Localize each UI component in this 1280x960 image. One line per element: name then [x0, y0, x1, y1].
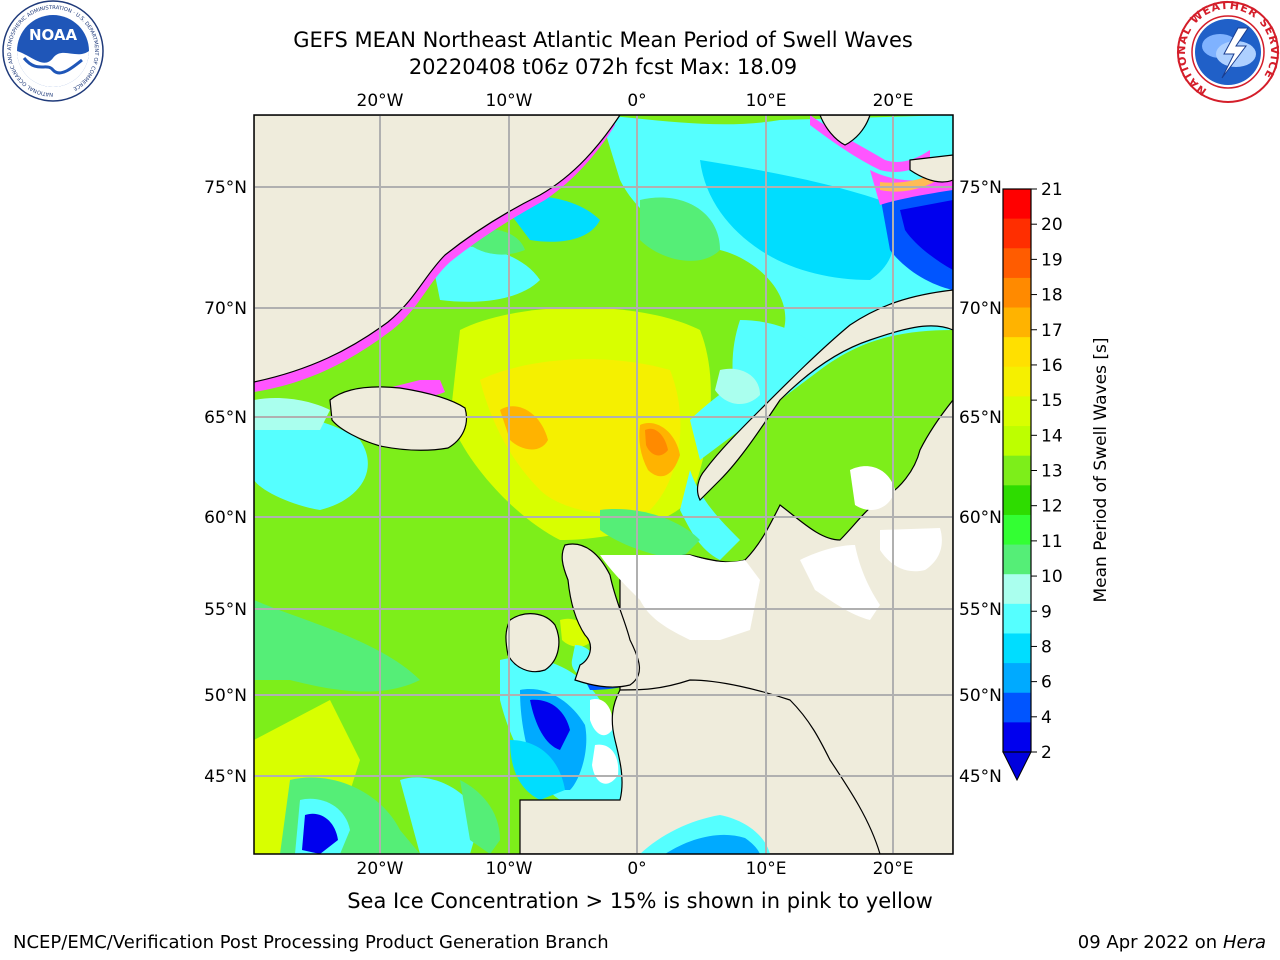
nws-logo: NATIONAL WEATHER SERVICE — [1176, 0, 1280, 103]
colorbar-tick-label: 6 — [1041, 673, 1052, 693]
colorbar: 21 20 19 18 17 16 15 14 13 12 11 10 9 8 6 4 2 Mean Perio… — [1002, 180, 1111, 782]
colorbar-block — [1003, 574, 1031, 605]
lat-labels-right: 75°N 70°N 65°N 60°N 55°N 50°N 45°N — [959, 178, 1002, 787]
lat-labels-left: 75°N 70°N 65°N 60°N 55°N 50°N 45°N — [204, 178, 247, 787]
lon-labels-top: 20°W 10°W 0° 10°E 20°E — [357, 91, 914, 111]
colorbar-block — [1003, 218, 1031, 249]
lon-label: 20°W — [357, 859, 404, 879]
colorbar-blocks — [1003, 189, 1031, 753]
lat-label: 60°N — [959, 508, 1002, 528]
colorbar-tick-label: 17 — [1041, 321, 1063, 341]
colorbar-block — [1003, 396, 1031, 427]
lat-label: 75°N — [959, 178, 1002, 198]
colorbar-block — [1003, 248, 1031, 279]
greenland — [254, 115, 621, 383]
lon-label: 10°E — [746, 859, 787, 879]
lat-label: 55°N — [959, 600, 1002, 620]
lon-label: 0° — [627, 91, 646, 111]
footer-date: 09 Apr 2022 on Hera — [1078, 932, 1266, 953]
footer-machine: Hera — [1222, 932, 1266, 953]
colorbar-under-triangle — [1002, 751, 1032, 782]
colorbar-block — [1003, 544, 1031, 575]
colorbar-tick-label: 13 — [1041, 462, 1063, 482]
colorbar-block — [1003, 514, 1031, 546]
map-panel — [254, 115, 953, 854]
colorbar-block — [1003, 426, 1031, 457]
great-britain — [561, 543, 640, 688]
colorbar-block — [1003, 663, 1031, 694]
lon-label: 10°W — [486, 91, 533, 111]
graticule — [254, 115, 953, 854]
france-iberia — [519, 679, 881, 854]
colorbar-tick-label: 18 — [1041, 286, 1063, 306]
lat-label: 45°N — [204, 767, 247, 787]
svalbard — [819, 115, 871, 146]
lat-label: 55°N — [204, 600, 247, 620]
colorbar-block — [1003, 692, 1031, 723]
colorbar-tick-label: 14 — [1041, 426, 1063, 446]
british-isles — [505, 543, 640, 688]
colorbar-tick-label: 4 — [1041, 708, 1052, 728]
ireland — [505, 613, 560, 673]
lat-label: 50°N — [204, 686, 247, 706]
colorbar-tick-label: 19 — [1041, 250, 1063, 270]
lon-label: 20°E — [873, 859, 914, 879]
lat-label: 65°N — [204, 408, 247, 428]
noaa-logo: NOAA NATIONAL OCEANIC AND ATMOSPHERIC AD… — [2, 0, 104, 102]
noaa-logo-text: NOAA — [29, 26, 78, 44]
colorbar-block — [1003, 603, 1031, 634]
colorbar-label: Mean Period of Swell Waves [s] — [1091, 338, 1111, 603]
colorbar-tick-label: 9 — [1041, 602, 1052, 622]
lon-labels-bottom: 20°W 10°W 0° 10°E 20°E — [357, 859, 914, 879]
colorbar-tick-label: 16 — [1041, 356, 1063, 376]
colorbar-tick-label: 20 — [1041, 215, 1063, 235]
colorbar-block — [1003, 277, 1031, 309]
colorbar-ticks: 21 20 19 18 17 16 15 14 13 12 11 10 9 8 6 4 2 — [1031, 180, 1063, 763]
colorbar-tick-label: 15 — [1041, 391, 1063, 411]
lon-label: 10°E — [746, 91, 787, 111]
colorbar-tick-label: 11 — [1041, 532, 1063, 552]
lat-label: 70°N — [959, 299, 1002, 319]
colorbar-tick-label: 21 — [1041, 180, 1063, 200]
colorbar-block — [1003, 307, 1031, 338]
lat-label: 75°N — [204, 178, 247, 198]
colorbar-block — [1003, 189, 1031, 220]
map-title: GEFS MEAN Northeast Atlantic Mean Period… — [293, 28, 913, 52]
iceland — [329, 386, 468, 451]
colorbar-tick-label: 12 — [1041, 497, 1063, 517]
lat-label: 70°N — [204, 299, 247, 319]
map-frame — [253, 114, 954, 855]
lon-label: 10°W — [486, 859, 533, 879]
continental-europe — [519, 679, 881, 854]
no-data-areas — [590, 466, 942, 784]
lat-label: 50°N — [959, 686, 1002, 706]
lat-label: 65°N — [959, 408, 1002, 428]
land — [254, 115, 953, 854]
footer-credit: NCEP/EMC/Verification Post Processing Pr… — [13, 932, 609, 953]
colorbar-tick-label: 10 — [1041, 567, 1063, 587]
map-subtitle: 20220408 t06z 072h fcst Max: 18.09 — [408, 55, 798, 79]
lon-label: 20°W — [357, 91, 404, 111]
colorbar-block — [1003, 485, 1031, 516]
lon-label: 0° — [627, 859, 646, 879]
colorbar-block — [1003, 366, 1031, 397]
lat-label: 60°N — [204, 508, 247, 528]
footer-date-text: 09 Apr 2022 on — [1077, 932, 1223, 953]
colorbar-block — [1003, 722, 1031, 753]
colorbar-block — [1003, 455, 1031, 486]
colorbar-tick-label: 8 — [1041, 637, 1052, 657]
lon-label: 20°E — [873, 91, 914, 111]
colorbar-block — [1003, 633, 1031, 664]
lat-label: 45°N — [959, 767, 1002, 787]
colorbar-block — [1003, 337, 1031, 368]
colorbar-tick-label: 2 — [1041, 743, 1052, 763]
sea-ice-caption: Sea Ice Concentration > 15% is shown in … — [347, 889, 933, 913]
